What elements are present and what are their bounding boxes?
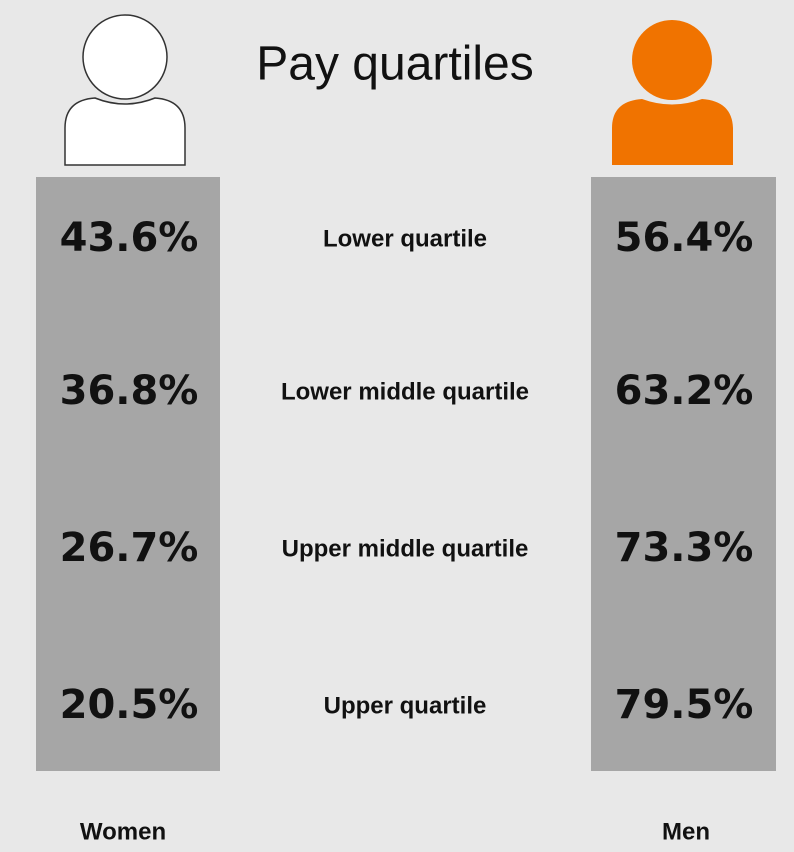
women-column <box>36 177 220 771</box>
women-value: 26.7% <box>60 525 199 571</box>
quartile-label: Lower middle quartile <box>281 378 529 405</box>
quartile-label: Upper quartile <box>324 692 487 719</box>
men-value: 79.5% <box>615 682 754 728</box>
quartile-label: Upper middle quartile <box>282 535 529 562</box>
men-column <box>591 177 776 771</box>
men-value: 73.3% <box>615 525 754 571</box>
women-value: 36.8% <box>60 368 199 414</box>
title: Pay quartiles <box>256 38 533 91</box>
group-label: Men <box>662 818 710 845</box>
women-value: 43.6% <box>60 215 199 261</box>
quartile-label: Lower quartile <box>323 225 487 252</box>
men-value: 63.2% <box>615 368 754 414</box>
group-label: Women <box>80 818 166 845</box>
men-icon <box>612 20 733 165</box>
women-icon <box>64 14 186 166</box>
men-value: 56.4% <box>615 215 754 261</box>
women-value: 20.5% <box>60 682 199 728</box>
